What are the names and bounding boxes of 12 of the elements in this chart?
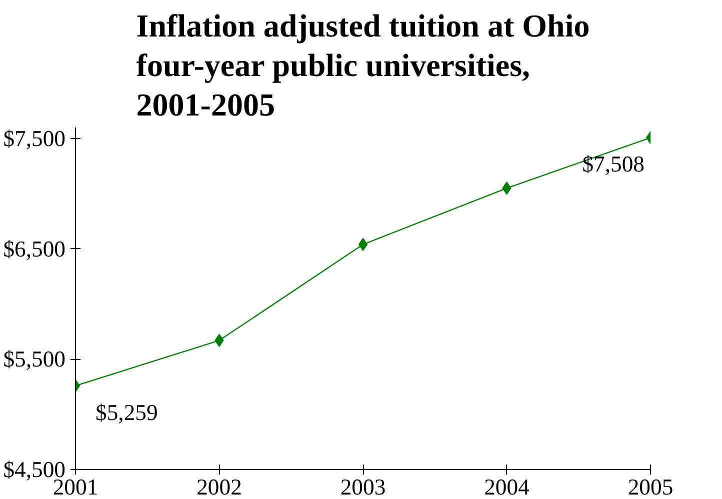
x-tick-label: 2002	[196, 474, 242, 499]
x-tick-label: 2004	[484, 474, 530, 499]
y-tick-label: $5,500	[3, 346, 66, 372]
chart-title: Inflation adjusted tuition at Ohio four-year public universities, 2001-2005	[136, 7, 590, 122]
x-tick-label: 2003	[340, 474, 386, 499]
data-label: $5,259	[96, 400, 158, 425]
x-tick-label: 2005	[628, 474, 674, 499]
data-label: $7,508	[582, 152, 645, 177]
y-tick-label: $6,500	[3, 236, 66, 262]
point	[502, 182, 512, 195]
y-tick-label: $7,500	[3, 126, 66, 152]
point	[214, 334, 224, 347]
